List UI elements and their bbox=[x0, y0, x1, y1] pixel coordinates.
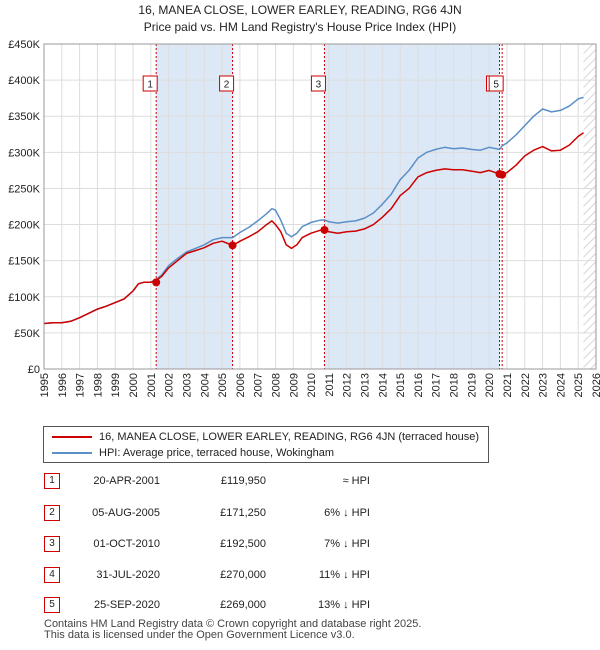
x-tick-label: 1997 bbox=[75, 373, 87, 397]
y-tick-label: £100K bbox=[8, 292, 40, 304]
x-tick-label: 1995 bbox=[39, 373, 51, 397]
y-tick-label: £150K bbox=[8, 256, 40, 268]
y-tick-label: £350K bbox=[8, 111, 40, 123]
legend-label-price-paid: 16, MANEA CLOSE, LOWER EARLEY, READING, … bbox=[99, 431, 480, 443]
transaction-marker-2: 2 bbox=[219, 75, 235, 92]
x-tick-label: 2014 bbox=[377, 373, 389, 397]
x-tick-label: 2015 bbox=[395, 373, 407, 397]
transaction-marker-1: 1 bbox=[142, 75, 158, 92]
transaction-date: 01-OCT-2010 bbox=[93, 538, 160, 550]
legend: 16, MANEA CLOSE, LOWER EARLEY, READING, … bbox=[43, 426, 489, 463]
x-tick-label: 2006 bbox=[235, 373, 247, 397]
marker-label: 5 bbox=[493, 80, 499, 91]
x-tick-label: 1999 bbox=[110, 373, 122, 397]
transaction-point-2 bbox=[228, 241, 237, 250]
table-row: 5 25-SEP-2020 £269,000 13% ↓ HPI bbox=[0, 594, 600, 616]
table-row: 3 01-OCT-2010 £192,500 7% ↓ HPI bbox=[0, 533, 600, 555]
table-row: 4 31-JUL-2020 £270,000 11% ↓ HPI bbox=[0, 564, 600, 586]
y-tick-label: £0 bbox=[28, 364, 40, 376]
x-tick-label: 2001 bbox=[146, 373, 158, 397]
y-tick-label: £450K bbox=[8, 39, 40, 51]
x-tick-label: 2000 bbox=[128, 373, 140, 397]
forecast-hatch bbox=[583, 44, 596, 369]
x-tick-label: 2011 bbox=[324, 373, 336, 397]
x-tick-label: 2021 bbox=[502, 373, 514, 397]
x-tick-label: 2008 bbox=[270, 373, 282, 397]
x-tick-label: 1996 bbox=[57, 373, 69, 397]
table-row: 1 20-APR-2001 £119,950 ≈ HPI bbox=[0, 470, 600, 492]
transaction-badge: 2 bbox=[44, 505, 60, 521]
transaction-badge: 3 bbox=[44, 536, 60, 552]
chart-title: 16, MANEA CLOSE, LOWER EARLEY, READING, … bbox=[0, 2, 600, 36]
transaction-price: £192,500 bbox=[220, 538, 266, 550]
transaction-badge: 4 bbox=[44, 567, 60, 583]
transaction-badge: 5 bbox=[44, 597, 60, 613]
x-tick-label: 2012 bbox=[342, 373, 354, 397]
transaction-price: £270,000 bbox=[220, 569, 266, 581]
footer: Contains HM Land Registry data © Crown c… bbox=[44, 619, 421, 641]
footer-licence: This data is licensed under the Open Gov… bbox=[44, 629, 355, 641]
y-tick-label: £300K bbox=[8, 147, 40, 159]
transaction-hpi-relation: 11% ↓ HPI bbox=[318, 569, 370, 581]
x-tick-label: 2024 bbox=[555, 373, 567, 397]
transaction-hpi-relation: ≈ HPI bbox=[342, 475, 370, 487]
marker-box bbox=[219, 75, 235, 92]
x-tick-label: 2013 bbox=[360, 373, 372, 397]
transaction-point-1 bbox=[152, 278, 161, 287]
x-tick-label: 2009 bbox=[288, 373, 300, 397]
marker-box bbox=[488, 75, 504, 92]
x-tick-label: 2016 bbox=[413, 373, 425, 397]
transaction-price: £269,000 bbox=[220, 599, 266, 611]
marker-label: 3 bbox=[316, 80, 322, 91]
y-tick-label: £50K bbox=[14, 328, 40, 340]
marker-label: 2 bbox=[224, 80, 230, 91]
transaction-hpi-relation: 6% ↓ HPI bbox=[324, 507, 370, 519]
legend-swatch-hpi bbox=[52, 452, 92, 454]
transaction-price: £171,250 bbox=[220, 507, 266, 519]
transaction-hpi-relation: 13% ↓ HPI bbox=[318, 599, 370, 611]
footer-copyright: Contains HM Land Registry data © Crown c… bbox=[44, 618, 422, 630]
x-tick-label: 2020 bbox=[484, 373, 496, 397]
transaction-point-5 bbox=[498, 170, 507, 179]
x-tick-label: 2010 bbox=[306, 373, 318, 397]
x-tick-label: 2023 bbox=[538, 373, 550, 397]
plot-frame bbox=[43, 43, 597, 370]
price-chart: 12345 £0£50K£100K£150K£200K£250K£300K£35… bbox=[8, 39, 600, 397]
x-tick-label: 2018 bbox=[449, 373, 461, 397]
x-tick-label: 2005 bbox=[217, 373, 229, 397]
y-tick-label: £200K bbox=[8, 220, 40, 232]
x-tick-label: 2007 bbox=[253, 373, 265, 397]
legend-label-hpi: HPI: Average price, terraced house, Woki… bbox=[99, 447, 334, 459]
marker-box bbox=[310, 75, 326, 92]
table-row: 2 05-AUG-2005 £171,250 6% ↓ HPI bbox=[0, 502, 600, 524]
x-tick-label: 2003 bbox=[181, 373, 193, 397]
transaction-marker-5: 5 bbox=[488, 75, 504, 92]
transaction-marker-3: 3 bbox=[310, 75, 326, 92]
x-tick-label: 2022 bbox=[520, 373, 532, 397]
marker-label: 1 bbox=[147, 80, 153, 91]
legend-swatch-price-paid bbox=[52, 436, 92, 438]
y-tick-label: £250K bbox=[8, 183, 40, 195]
x-tick-label: 2019 bbox=[466, 373, 478, 397]
transaction-price: £119,950 bbox=[220, 475, 266, 487]
ownership-shade bbox=[324, 44, 500, 369]
transaction-date: 05-AUG-2005 bbox=[92, 507, 160, 519]
transaction-date: 25-SEP-2020 bbox=[93, 599, 160, 611]
transaction-date: 20-APR-2001 bbox=[93, 475, 160, 487]
title-line-1: 16, MANEA CLOSE, LOWER EARLEY, READING, … bbox=[138, 3, 462, 17]
ownership-shade bbox=[156, 44, 233, 369]
y-tick-label: £400K bbox=[8, 75, 40, 87]
title-line-2: Price paid vs. HM Land Registry's House … bbox=[143, 20, 457, 34]
x-tick-label: 2026 bbox=[591, 373, 600, 397]
x-tick-label: 2017 bbox=[431, 373, 443, 397]
x-tick-label: 2002 bbox=[164, 373, 176, 397]
marker-box bbox=[142, 75, 158, 92]
x-tick-label: 1998 bbox=[92, 373, 104, 397]
x-tick-label: 2025 bbox=[573, 373, 585, 397]
x-tick-label: 2004 bbox=[199, 373, 211, 397]
transaction-badge: 1 bbox=[44, 473, 60, 489]
transaction-hpi-relation: 7% ↓ HPI bbox=[324, 538, 370, 550]
transaction-point-3 bbox=[320, 225, 329, 234]
transaction-date: 31-JUL-2020 bbox=[96, 569, 160, 581]
